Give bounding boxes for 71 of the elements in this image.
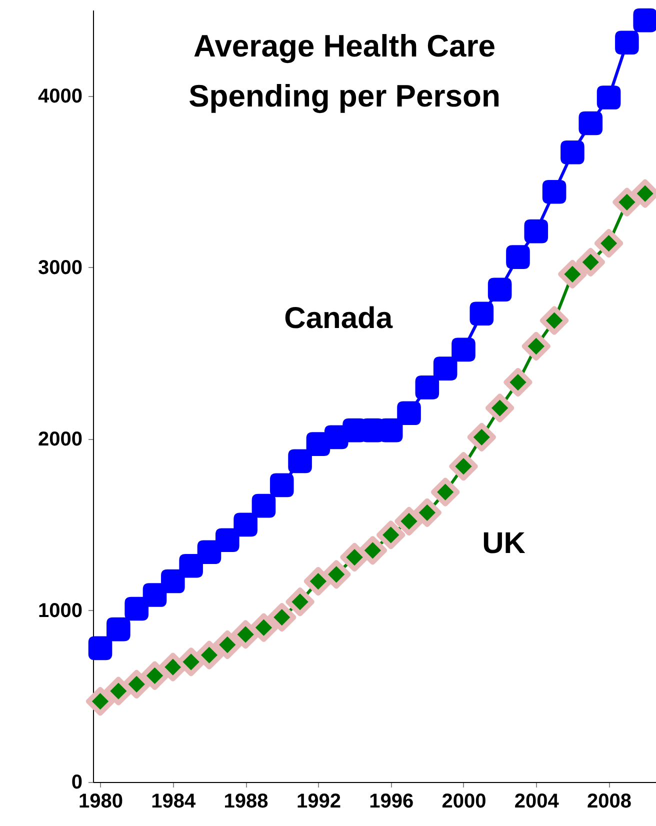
point [596, 86, 621, 110]
point [397, 401, 421, 426]
point [524, 219, 548, 244]
point [615, 30, 639, 54]
y-tick-label: 1000 [38, 600, 82, 622]
point [340, 542, 369, 572]
point [560, 140, 584, 164]
point [176, 648, 206, 676]
point [322, 560, 351, 589]
point [288, 449, 312, 474]
series-label: UK [482, 527, 526, 560]
point [249, 613, 278, 642]
point [558, 260, 587, 289]
point [213, 630, 242, 660]
x-tick-label: 1984 [151, 790, 197, 812]
x-tick-label: 1980 [78, 790, 124, 812]
point [268, 602, 296, 632]
point [485, 394, 514, 422]
point [612, 188, 642, 216]
point [234, 512, 258, 537]
point [179, 554, 203, 578]
y-tick-label: 2000 [38, 428, 82, 450]
point [449, 452, 478, 481]
x-tick-label: 2004 [514, 790, 560, 812]
point [358, 536, 388, 565]
point [104, 676, 133, 706]
point [394, 506, 424, 536]
point [124, 596, 148, 621]
point [161, 569, 185, 594]
point [197, 540, 222, 564]
point [106, 617, 130, 642]
y-tick-label: 4000 [38, 85, 82, 108]
point [504, 368, 532, 397]
point [215, 528, 240, 552]
point [142, 583, 167, 607]
point [430, 478, 460, 506]
point [304, 566, 333, 596]
point [506, 245, 530, 269]
x-tick-label: 1996 [369, 790, 414, 812]
point [522, 332, 550, 361]
point [86, 687, 115, 716]
point [470, 302, 494, 326]
point [633, 8, 656, 32]
point [594, 228, 624, 258]
point [433, 356, 458, 380]
point [578, 111, 603, 136]
point [194, 640, 224, 670]
point [467, 422, 496, 452]
point [140, 661, 170, 690]
y-tick-label: 0 [71, 772, 82, 794]
x-tick-label: 1992 [296, 790, 341, 812]
point [376, 520, 406, 550]
point [412, 498, 442, 527]
point [270, 473, 294, 498]
point [231, 620, 260, 649]
x-tick-label: 2000 [442, 790, 486, 812]
point [122, 670, 151, 699]
point [576, 248, 605, 277]
point [488, 278, 512, 302]
point [415, 376, 440, 400]
x-tick-label: 2008 [587, 790, 632, 812]
series-label: Canada [284, 302, 393, 336]
text: Average Health Care Spending per Person [188, 28, 500, 114]
x-tick-label: 1988 [224, 790, 268, 812]
point [542, 180, 566, 204]
point [252, 494, 276, 518]
point [88, 636, 112, 660]
point [540, 306, 569, 335]
point [286, 588, 314, 616]
y-tick-label: 3000 [38, 256, 82, 279]
point [452, 338, 476, 362]
